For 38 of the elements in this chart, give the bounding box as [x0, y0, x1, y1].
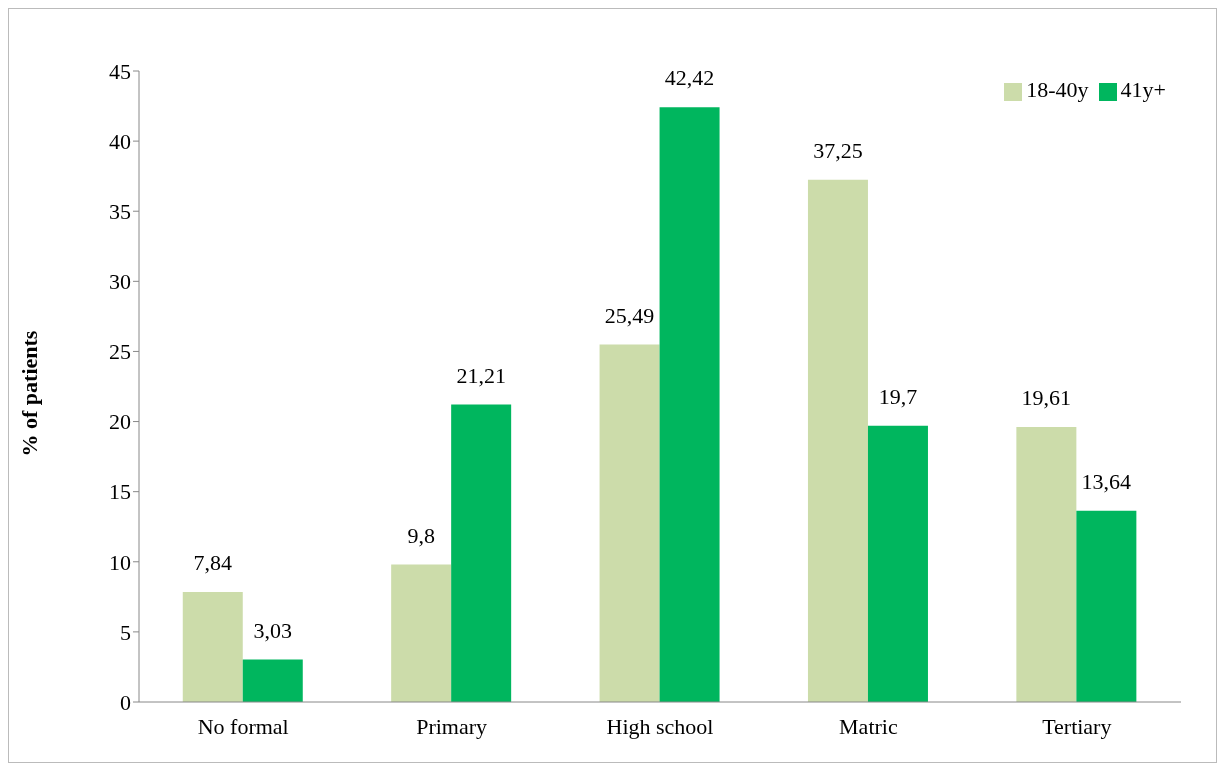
bar [391, 564, 452, 702]
y-tick-label: 30 [109, 269, 131, 295]
x-tick-label: Matric [839, 713, 898, 739]
legend-label: 18-40y [1026, 77, 1089, 102]
bar [451, 404, 512, 702]
x-tick-label: Primary [416, 713, 488, 739]
x-tick-label: Tertiary [1042, 713, 1112, 739]
x-tick-label: High school [606, 713, 714, 739]
x-tick-label: No formal [197, 713, 289, 739]
data-label: 42,42 [664, 65, 715, 91]
data-label: 25,49 [604, 302, 655, 328]
y-tick-label: 0 [120, 689, 131, 715]
bar [242, 659, 303, 702]
data-label: 13,64 [1081, 468, 1132, 494]
bar [1076, 510, 1137, 702]
y-tick-label: 35 [109, 199, 131, 225]
bar [599, 344, 660, 702]
data-label: 7,84 [193, 550, 233, 576]
y-tick-label: 15 [109, 479, 131, 505]
y-tick-label: 25 [109, 339, 131, 365]
bar [659, 107, 720, 702]
bar [1016, 427, 1077, 702]
bar [807, 179, 868, 702]
bar [182, 592, 243, 702]
data-label: 3,03 [253, 617, 293, 643]
data-label: 21,21 [456, 362, 506, 388]
data-label: 19,7 [878, 383, 918, 409]
y-tick-label: 5 [120, 619, 131, 645]
bar [867, 425, 928, 702]
data-label: 9,8 [407, 522, 435, 548]
y-tick-label: 20 [109, 409, 131, 435]
y-axis-title: % of patients [16, 330, 42, 457]
y-tick-label: 40 [109, 128, 131, 154]
data-label: 37,25 [813, 137, 863, 163]
legend-label: 41y+ [1120, 77, 1166, 102]
y-tick-label: 45 [109, 58, 131, 84]
data-label: 19,61 [1021, 385, 1072, 411]
y-tick-label: 10 [109, 549, 131, 575]
